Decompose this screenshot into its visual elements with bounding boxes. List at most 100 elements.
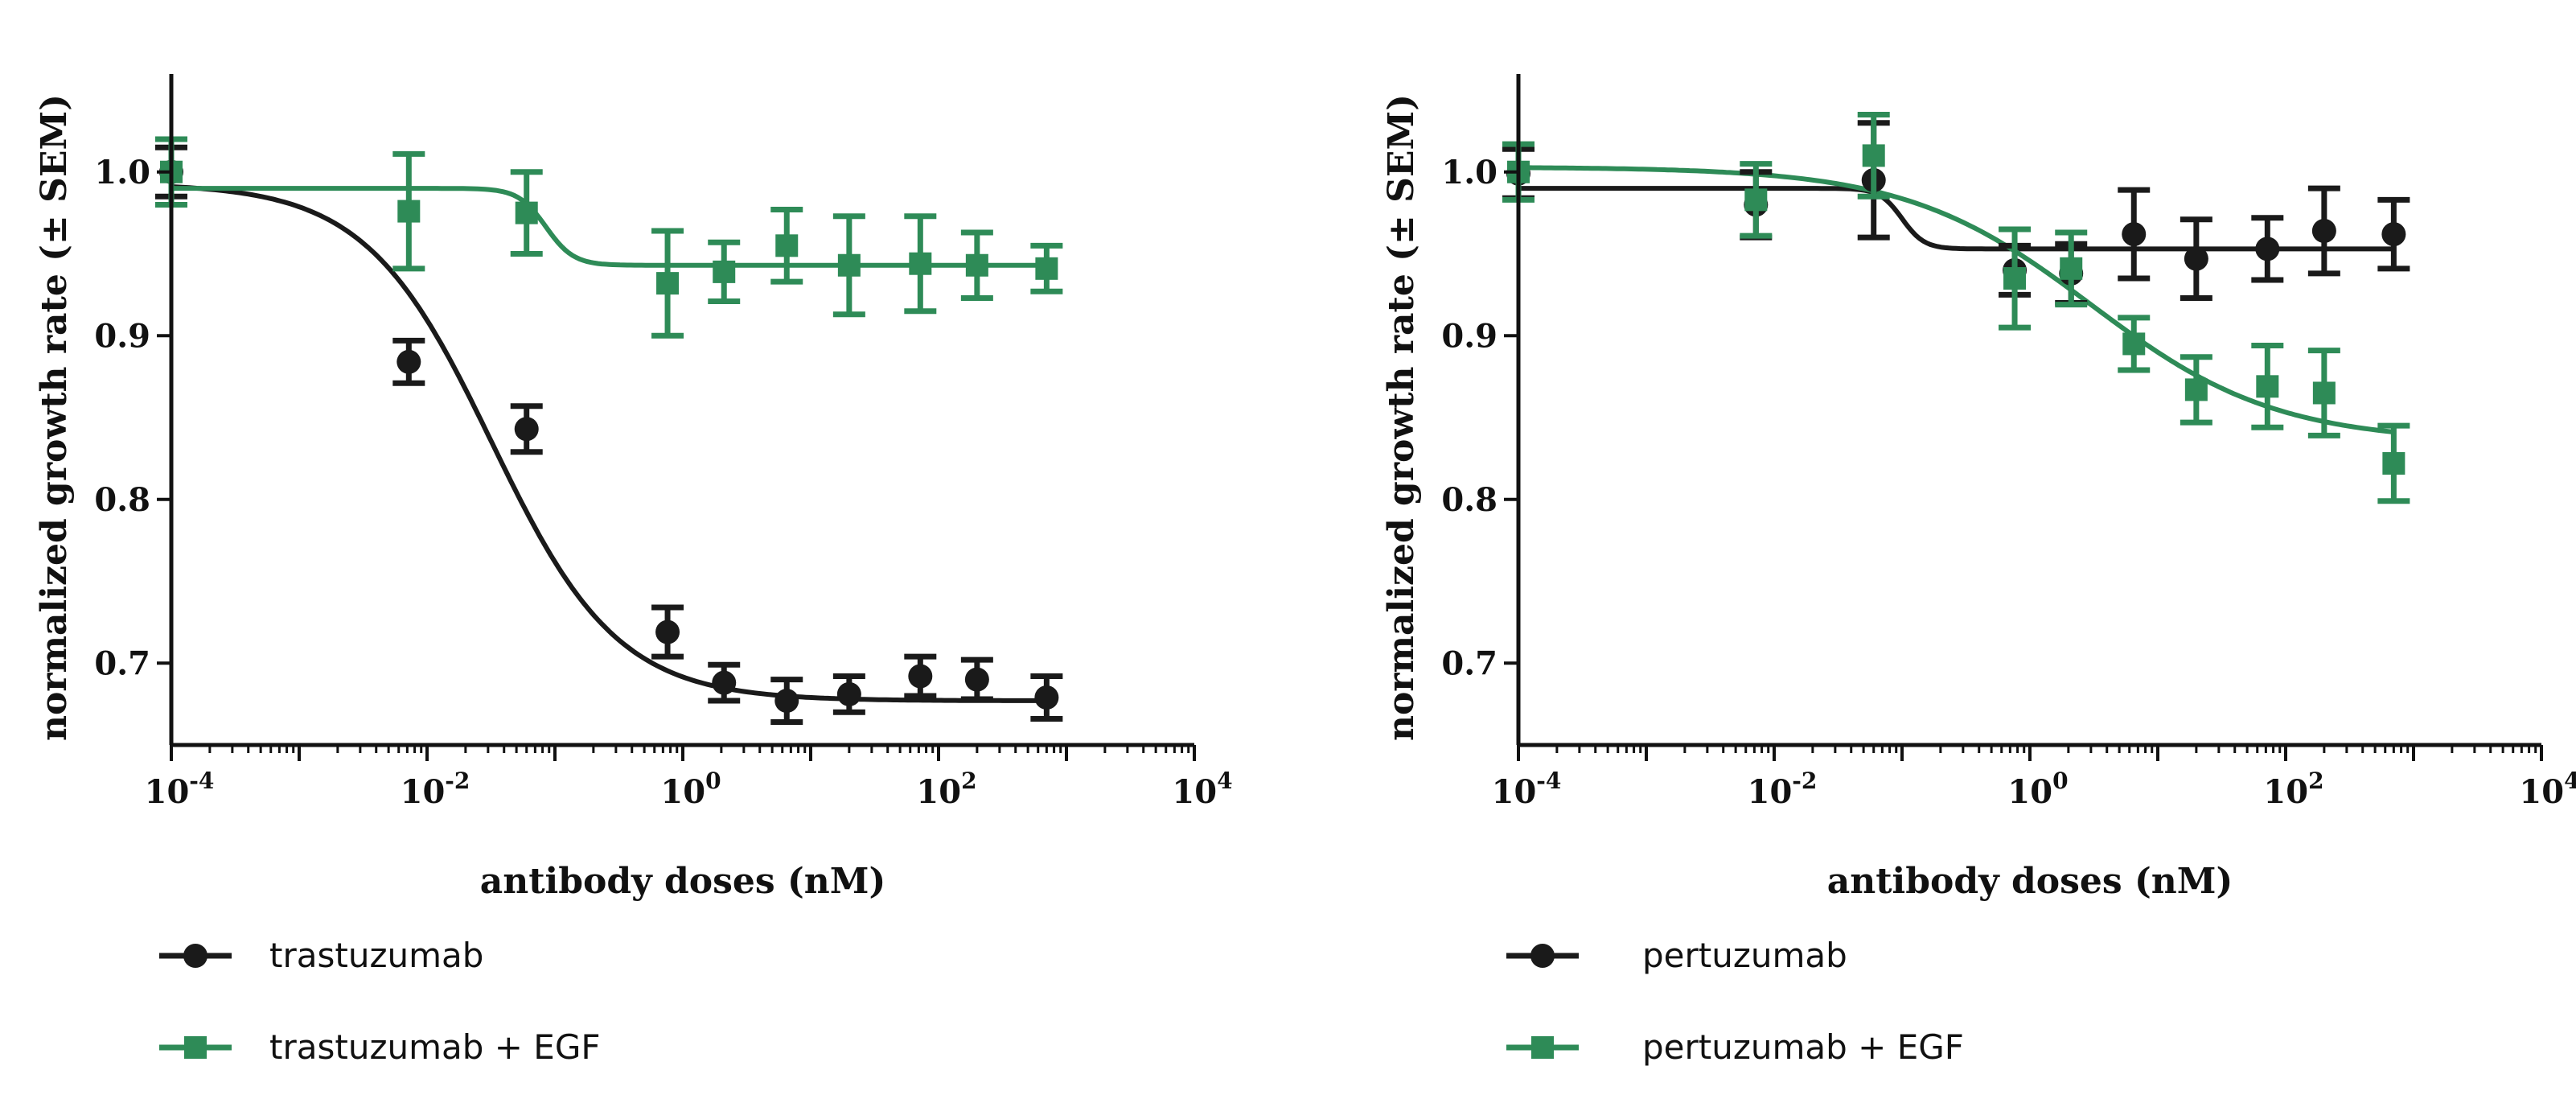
trastuzumab-point bbox=[510, 403, 543, 455]
x-tick-label: 102 bbox=[2263, 768, 2323, 811]
legend-label-trastuzumab-egf: trastuzumab + EGF bbox=[269, 1027, 601, 1067]
pertuzumab-egf-point bbox=[1740, 161, 1773, 239]
trastuzumab-point bbox=[1030, 673, 1063, 722]
pertuzumab-egf-point bbox=[1857, 112, 1890, 200]
square-marker bbox=[2312, 381, 2336, 405]
trastuzumab-point bbox=[960, 656, 993, 702]
square-marker bbox=[909, 252, 932, 275]
trastuzumab-point bbox=[832, 673, 865, 715]
trastuzumab-fit-line bbox=[171, 184, 1047, 703]
circle-marker bbox=[655, 619, 680, 644]
trastuzumab-egf-point bbox=[510, 169, 543, 257]
legend-label-trastuzumab: trastuzumab bbox=[269, 936, 483, 975]
square-marker bbox=[2256, 375, 2279, 398]
trastuzumab-point bbox=[708, 661, 741, 704]
x-tick-label: 104 bbox=[1172, 768, 1232, 811]
legend-label-pertuzumab-egf: pertuzumab + EGF bbox=[1642, 1027, 1964, 1067]
y-tick-label: 1.0 bbox=[94, 154, 150, 191]
pertuzumab-egf-point bbox=[2377, 422, 2410, 504]
square-marker bbox=[397, 200, 421, 223]
square-marker bbox=[713, 260, 736, 283]
pertuzumab-egf-fit-line bbox=[1518, 165, 2394, 434]
x-tick-label: 100 bbox=[660, 768, 721, 811]
square-marker bbox=[2184, 378, 2208, 401]
pertuzumab-fit-line bbox=[1518, 186, 2394, 252]
y-tick-label: 0.8 bbox=[1441, 481, 1498, 519]
y-tick-label: 0.7 bbox=[94, 644, 150, 682]
pertuzumab-point bbox=[2251, 215, 2284, 283]
square-marker bbox=[2003, 267, 2027, 290]
trastuzumab-point bbox=[904, 653, 937, 699]
x-axis-title: antibody doses (nM) bbox=[1827, 861, 2233, 902]
legend: pertuzumab pertuzumab + EGF bbox=[1506, 936, 1964, 1067]
trastuzumab-egf-point bbox=[392, 150, 425, 272]
legend: trastuzumab trastuzumab + EGF bbox=[159, 936, 601, 1067]
legend-item-pertuzumab-egf: pertuzumab + EGF bbox=[1506, 1027, 1964, 1067]
square-marker bbox=[656, 272, 680, 295]
square-marker bbox=[1744, 188, 1768, 212]
x-tick-label: 102 bbox=[916, 768, 976, 811]
trastuzumab-egf-point bbox=[651, 228, 684, 339]
circle-marker bbox=[2311, 219, 2336, 244]
circle-marker bbox=[2255, 237, 2280, 261]
pertuzumab-egf-point bbox=[2118, 315, 2151, 373]
trastuzumab-point bbox=[651, 604, 684, 660]
trastuzumab-egf-point bbox=[904, 213, 937, 315]
trastuzumab-egf-point bbox=[960, 229, 993, 301]
x-tick-label: 10-4 bbox=[1492, 768, 1562, 811]
circle-marker bbox=[774, 689, 799, 714]
trastuzumab-egf-point bbox=[770, 207, 803, 285]
pertuzumab-point bbox=[2180, 216, 2212, 301]
circle-marker bbox=[2381, 222, 2406, 247]
right-chart: 0.7 0.8 0.9 1.0 10-4 10-2 100 102 104 normalized… bbox=[1381, 74, 2576, 1067]
pertuzumab-egf-point bbox=[2251, 342, 2284, 430]
x-tick-label: 10-2 bbox=[401, 768, 470, 811]
legend-circle-icon bbox=[1530, 944, 1555, 968]
trastuzumab-egf-fit-line bbox=[171, 186, 1047, 268]
square-marker bbox=[515, 201, 538, 224]
trastuzumab-egf-point bbox=[1030, 242, 1063, 294]
x-tick-label: 104 bbox=[2519, 768, 2576, 811]
circle-marker bbox=[514, 417, 539, 442]
x-tick-label: 10-4 bbox=[145, 768, 215, 811]
y-tick-label: 1.0 bbox=[1441, 154, 1498, 191]
square-marker bbox=[2122, 332, 2146, 356]
trastuzumab-point bbox=[770, 677, 803, 726]
x-axis-title: antibody doses (nM) bbox=[480, 861, 886, 902]
y-tick-label: 0.9 bbox=[1441, 317, 1498, 355]
square-marker bbox=[1035, 257, 1058, 280]
circle-marker bbox=[2122, 222, 2147, 247]
legend-item-trastuzumab: trastuzumab bbox=[159, 936, 483, 975]
trastuzumab-egf-point bbox=[832, 213, 865, 318]
square-marker bbox=[965, 253, 988, 277]
pertuzumab-point bbox=[2307, 185, 2340, 277]
trastuzumab-point bbox=[392, 337, 425, 386]
square-marker bbox=[775, 234, 799, 257]
legend-square-icon bbox=[1531, 1036, 1554, 1059]
trastuzumab-egf-point bbox=[708, 239, 741, 305]
x-tick-label: 10-2 bbox=[1748, 768, 1818, 811]
legend-circle-icon bbox=[183, 944, 207, 968]
square-marker bbox=[1862, 144, 1885, 167]
left-chart: 0.7 0.8 0.9 1.0 10-4 10-2 100 102 104 normalized… bbox=[34, 74, 1233, 1067]
circle-marker bbox=[964, 667, 989, 692]
pertuzumab-egf-point bbox=[2055, 229, 2088, 308]
circle-marker bbox=[908, 664, 933, 689]
pertuzumab-point bbox=[2377, 196, 2410, 272]
circle-marker bbox=[396, 349, 421, 374]
square-marker bbox=[2060, 257, 2083, 280]
legend-item-pertuzumab: pertuzumab bbox=[1506, 936, 1847, 975]
legend-square-icon bbox=[184, 1036, 207, 1059]
y-tick-label: 0.9 bbox=[94, 317, 150, 355]
legend-label-pertuzumab: pertuzumab bbox=[1642, 936, 1847, 975]
x-tick-label: 100 bbox=[2007, 768, 2068, 811]
pertuzumab-point bbox=[2118, 187, 2151, 282]
y-axis-title: normalized growth rate (± SEM) bbox=[34, 94, 75, 741]
circle-marker bbox=[836, 681, 861, 706]
pertuzumab-egf-point bbox=[2307, 348, 2340, 438]
y-axis-title: normalized growth rate (± SEM) bbox=[1381, 94, 1422, 741]
circle-marker bbox=[712, 670, 737, 695]
square-marker bbox=[2382, 451, 2405, 475]
square-marker bbox=[837, 253, 861, 277]
